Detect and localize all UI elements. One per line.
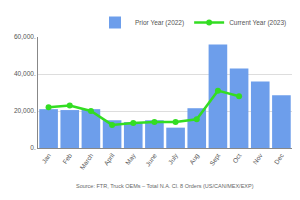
svg-text:Oct: Oct	[231, 152, 243, 164]
svg-text:July: July	[167, 151, 181, 166]
svg-text:June: June	[144, 152, 158, 168]
svg-text:Nov: Nov	[251, 151, 264, 165]
svg-text:March: March	[78, 152, 94, 171]
svg-text:Dec: Dec	[273, 151, 286, 165]
svg-text:Prior Year (2022): Prior Year (2022)	[135, 19, 184, 27]
svg-text:40,000.: 40,000.	[14, 70, 36, 77]
svg-text:20,000.: 20,000.	[14, 107, 36, 114]
svg-text:Sept: Sept	[208, 152, 222, 168]
svg-text:Feb: Feb	[61, 152, 73, 166]
svg-text:60,000.: 60,000.	[14, 33, 36, 40]
svg-text:April: April	[102, 152, 116, 168]
svg-text:Source: FTR, Truck OEMs – Tota: Source: FTR, Truck OEMs – Total N.A. Cl.…	[76, 183, 254, 189]
svg-text:May: May	[124, 151, 138, 166]
svg-text:Current Year (2023): Current Year (2023)	[229, 19, 286, 27]
svg-text:0.: 0.	[30, 144, 36, 151]
svg-text:Aug: Aug	[188, 152, 201, 166]
svg-text:Jan: Jan	[40, 152, 52, 165]
